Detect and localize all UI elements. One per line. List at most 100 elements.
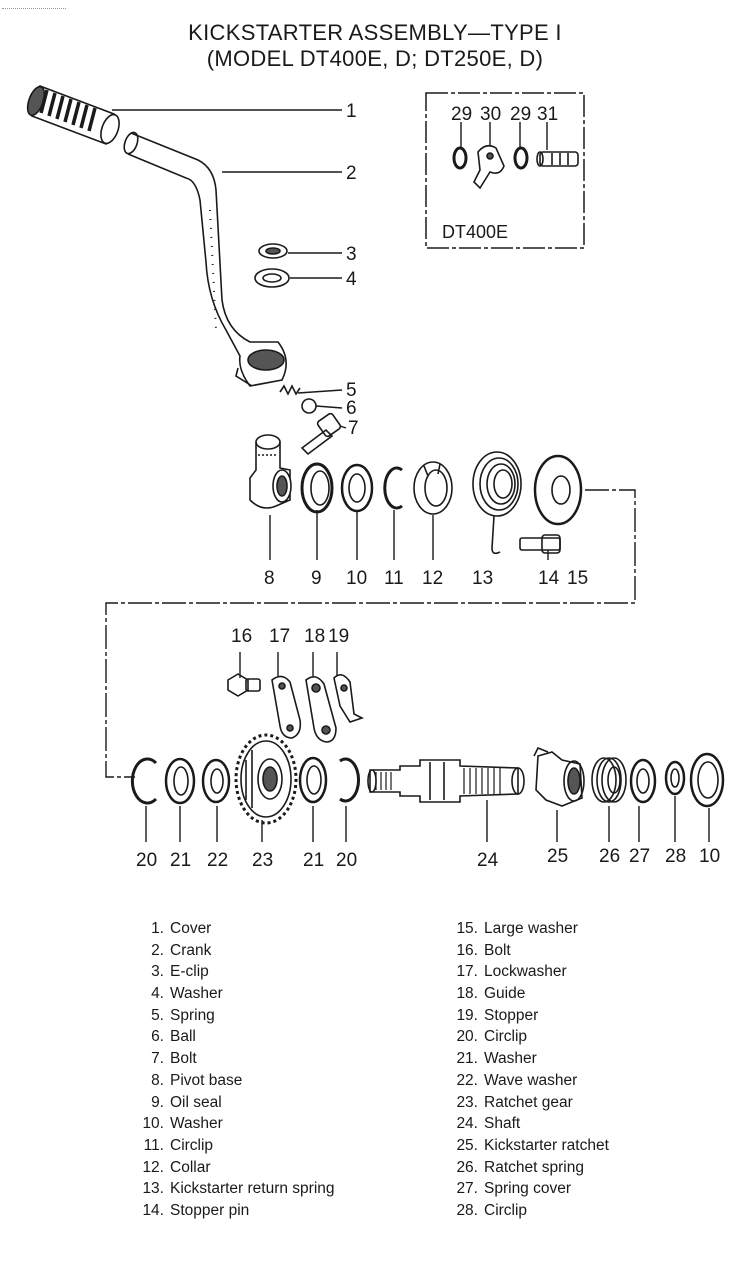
- legend-item-label: Stopper pin: [170, 1201, 250, 1219]
- part-washer-10-right: [689, 752, 725, 808]
- exploded-diagram: 1 2 3 4 5 6 7 8 9 10 11 12 13 14 15 16 1…: [26, 84, 725, 871]
- legend-item-number: 27.: [456, 1180, 478, 1198]
- callout-21-left: 21: [170, 850, 191, 871]
- legend-item-number: 21.: [456, 1050, 478, 1068]
- part-washer-21-right: [298, 756, 328, 804]
- parts-legend-left: 1. Cover 2. Crank 3. E-clip 4. Washer 5. Spring 6.…: [138, 918, 335, 1222]
- legend-item: 23. Ratchet gear: [452, 1092, 609, 1114]
- legend-item-label: Ratchet gear: [484, 1093, 573, 1111]
- legend-item-label: Guide: [484, 985, 526, 1003]
- part-inset-29-right: [513, 146, 529, 170]
- callout-8: 8: [264, 568, 275, 589]
- part-lockwasher: [271, 675, 302, 739]
- part-crank: [123, 131, 287, 387]
- legend-item: 13. Kickstarter return spring: [138, 1178, 334, 1200]
- legend-item-label: Stopper: [484, 1006, 539, 1024]
- legend-item-number: 9.: [151, 1093, 164, 1111]
- part-inset-30: [473, 144, 505, 190]
- legend-item: 20. Circlip: [452, 1026, 609, 1048]
- legend-item: 4. Washer: [138, 983, 335, 1005]
- page-subtitle: (MODEL DT400E, D; DT250E, D): [206, 46, 544, 71]
- part-circlip-11: [383, 466, 403, 510]
- callout-17: 17: [269, 626, 290, 647]
- callout-29-left: 29: [451, 104, 472, 125]
- legend-item-number: 18.: [456, 985, 478, 1003]
- legend-item-label: Crank: [170, 941, 212, 959]
- legend-item-number: 13.: [142, 1180, 164, 1198]
- callout-2: 2: [346, 163, 357, 184]
- legend-item: 2. Crank: [138, 940, 335, 962]
- callout-6: 6: [346, 398, 357, 419]
- legend-item: 10. Washer: [138, 1113, 335, 1135]
- legend-item: 7. Bolt: [138, 1048, 335, 1070]
- part-collar: [413, 461, 453, 515]
- part-large-washer: [533, 454, 583, 526]
- legend-item: 14. Stopper pin: [138, 1200, 335, 1222]
- legend-item-number: 15.: [456, 920, 478, 937]
- legend-item: 19. Stopper: [452, 1005, 609, 1027]
- part-cover: [26, 84, 120, 146]
- legend-item-number: 10.: [142, 1115, 164, 1133]
- legend-item-label: Collar: [170, 1158, 211, 1176]
- legend-item-label: Pivot base: [170, 1071, 243, 1089]
- legend-item: 25. Kickstarter ratchet: [452, 1135, 608, 1157]
- part-kickstarter-return-spring: [472, 451, 522, 555]
- callout-labels: 1 2 3 4 5 6 7 8 9 10 11 12 13 14 15 16 1…: [136, 101, 720, 871]
- part-circlip-20-left: [130, 757, 158, 805]
- callout-27: 27: [629, 846, 650, 867]
- part-circlip-28: [664, 760, 686, 796]
- callout-18: 18: [304, 626, 325, 647]
- legend-item: 9. Oil seal: [138, 1092, 335, 1114]
- part-kickstarter-ratchet: [533, 746, 585, 807]
- callout-16: 16: [231, 626, 252, 647]
- legend-item: 8. Pivot base: [138, 1070, 335, 1092]
- scan-artifact: [2, 8, 66, 13]
- part-stopper: [333, 674, 365, 723]
- part-oil-seal: [300, 462, 334, 514]
- part-wave-washer: [201, 758, 231, 804]
- callout-14: 14: [538, 568, 560, 589]
- assembly-connector-line: [105, 489, 636, 778]
- legend-item-label: Bolt: [484, 941, 511, 959]
- legend-item-label: Circlip: [484, 1201, 528, 1219]
- legend-item-label: Washer: [484, 1050, 537, 1068]
- part-washer-10: [340, 463, 374, 513]
- callout-19: 19: [328, 626, 349, 647]
- legend-item-label: Washer: [170, 985, 223, 1003]
- legend-item: 5. Spring: [138, 1005, 335, 1027]
- legend-item-number: 6.: [151, 1028, 164, 1046]
- callout-13: 13: [472, 568, 493, 589]
- legend-item: 18. Guide: [452, 983, 609, 1005]
- part-guide: [305, 676, 337, 743]
- dt400e-inset-box: [425, 92, 585, 249]
- callout-9: 9: [311, 568, 322, 589]
- legend-item-number: 16.: [456, 941, 478, 959]
- part-bolt-7: [300, 412, 342, 456]
- part-spring: [279, 384, 301, 396]
- legend-item-label: Washer: [170, 1115, 223, 1133]
- callout-12: 12: [422, 568, 443, 589]
- legend-item-label: Wave washer: [484, 1071, 578, 1089]
- callout-25: 25: [547, 846, 568, 867]
- callout-31: 31: [537, 104, 558, 125]
- callout-30: 30: [480, 104, 501, 125]
- part-washer-21-left: [164, 757, 196, 805]
- legend-item-number: 23.: [456, 1093, 478, 1111]
- legend-item-label: Large washer: [484, 920, 578, 937]
- part-shaft: [367, 759, 525, 803]
- part-washer-4: [254, 268, 290, 288]
- legend-item-label: Spring: [170, 1006, 215, 1024]
- legend-item-number: 20.: [456, 1028, 478, 1046]
- legend-item-number: 12.: [142, 1158, 164, 1176]
- legend-item-number: 7.: [151, 1050, 164, 1068]
- callout-11: 11: [384, 568, 404, 589]
- legend-item-label: Shaft: [484, 1115, 521, 1133]
- legend-item: 3. E-clip: [138, 961, 335, 983]
- legend-item-label: Oil seal: [170, 1093, 222, 1111]
- legend-item-label: Bolt: [170, 1050, 197, 1068]
- part-pivot-base: [249, 434, 292, 509]
- part-ratchet-spring: [591, 757, 627, 803]
- legend-item-number: 24.: [456, 1115, 478, 1133]
- legend-item-number: 2.: [151, 941, 164, 959]
- callout-23: 23: [252, 850, 273, 871]
